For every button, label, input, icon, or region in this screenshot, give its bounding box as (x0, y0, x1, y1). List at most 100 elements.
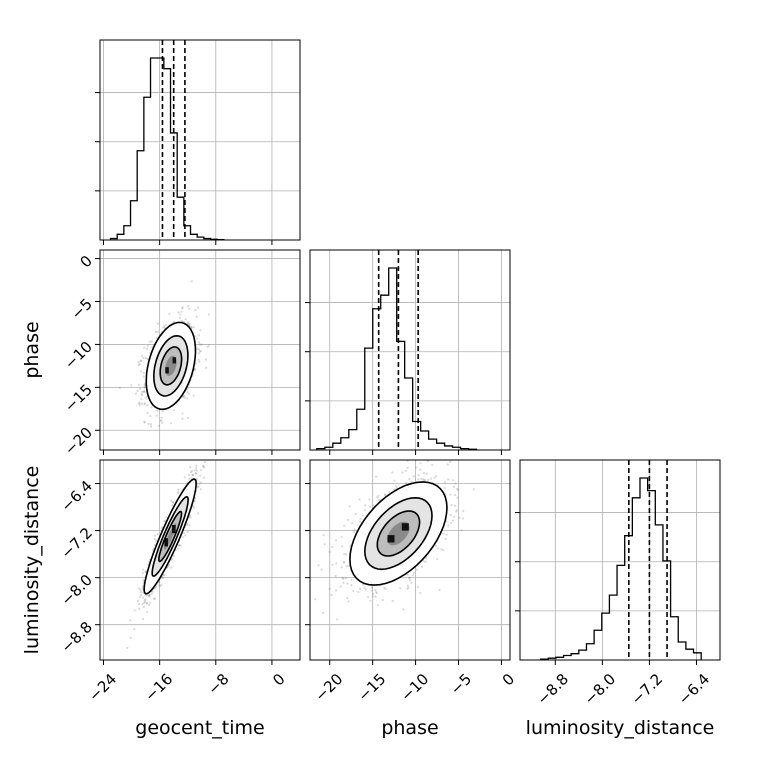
scatter-point (443, 486, 446, 489)
scatter-point (156, 330, 159, 333)
scatter-point (170, 499, 173, 502)
scatter-point (178, 544, 181, 547)
scatter-point (358, 498, 361, 501)
scatter-point (445, 456, 447, 458)
x-tick-label: −15 (354, 670, 389, 705)
scatter-point (352, 530, 355, 534)
scatter-point (199, 469, 202, 472)
scatter-point (134, 392, 138, 395)
x-tick-label: −7.2 (628, 670, 666, 708)
scatter-point (181, 536, 184, 539)
scatter-point (199, 488, 202, 491)
scatter-point (455, 509, 458, 512)
scatter-point (419, 468, 422, 471)
scatter-point (177, 544, 181, 547)
scatter-point (188, 474, 191, 477)
contour-line (145, 321, 197, 411)
y-tick-label: 0 (77, 252, 96, 271)
scatter-point (139, 590, 143, 594)
scatter-point (460, 529, 463, 532)
xlabel-luminosity-distance: luminosity_distance (526, 717, 715, 739)
scatter-point (146, 404, 149, 407)
scatter-point (165, 516, 168, 519)
scatter-point (205, 366, 208, 369)
scatter-point (186, 321, 189, 324)
x-tick-label: −8.8 (534, 670, 572, 708)
scatter-point (168, 312, 171, 315)
scatter-point (361, 514, 365, 517)
scatter-point (183, 476, 186, 479)
scatter-point (193, 368, 196, 371)
scatter-point (388, 491, 391, 494)
contour-line (376, 510, 421, 557)
scatter-point (150, 406, 153, 409)
scatter-point (334, 539, 338, 542)
scatter-point (435, 475, 438, 478)
scatter-point (422, 560, 425, 563)
scatter-point (140, 392, 143, 396)
density-peak (401, 523, 409, 531)
scatter-point (143, 385, 146, 388)
scatter-point (199, 350, 203, 353)
scatter-point (401, 471, 404, 474)
scatter-point (404, 469, 407, 473)
scatter-point (192, 394, 195, 397)
scatter-point (436, 547, 439, 550)
scatter-point (155, 336, 158, 339)
scatter-point (186, 397, 189, 400)
scatter-point (142, 356, 145, 360)
scatter-point (443, 481, 447, 484)
scatter-point (320, 568, 323, 571)
scatter-point (384, 587, 387, 590)
data-layer (109, 40, 702, 660)
scatter-point (157, 424, 161, 427)
scatter-point (358, 587, 362, 591)
scatter-point (203, 466, 206, 469)
histogram-geocent-time (109, 57, 225, 240)
scatter-point (143, 391, 146, 394)
scatter-point (188, 323, 191, 326)
scatter-point (171, 504, 174, 507)
scatter-point (367, 595, 370, 599)
scatter-point (357, 590, 360, 594)
scatter-point (143, 599, 146, 602)
scatter-point (130, 384, 133, 387)
scatter-point (197, 352, 200, 355)
scatter-point (449, 513, 452, 517)
xlabel-phase: phase (381, 717, 438, 739)
scatter-point (201, 465, 205, 468)
scatter-point (136, 599, 139, 603)
y-tick-label: −8.0 (58, 571, 96, 609)
scatter-point (133, 609, 136, 612)
scatter-point (343, 553, 346, 556)
scatter-point (433, 476, 436, 479)
scatter-point (412, 475, 415, 478)
scatter-point (458, 516, 461, 519)
scatter-point (394, 484, 397, 488)
scatter-point (193, 499, 196, 502)
scatter-point (142, 375, 145, 378)
scatter-point (212, 444, 214, 446)
scatter-point (197, 485, 200, 488)
scatter-point (420, 477, 423, 480)
scatter-point (440, 548, 443, 551)
scatter-point (314, 598, 317, 601)
scatter-point (156, 322, 159, 325)
scatter-point (406, 584, 409, 587)
scatter-point (359, 520, 362, 523)
scatter-point (377, 499, 380, 502)
y-tick-label: −8.8 (58, 618, 96, 656)
scatter-point (158, 581, 161, 584)
scatter-point (180, 310, 183, 313)
scatter-point (160, 583, 163, 586)
scatter-point (196, 485, 199, 488)
scatter-point (416, 568, 419, 571)
scatter-point (422, 472, 426, 475)
scatter-point (177, 490, 180, 493)
scatter-point (352, 589, 355, 593)
scatter-point (197, 341, 201, 344)
scatter-point (370, 589, 373, 592)
scatter-point (189, 516, 192, 519)
scatter-point (158, 584, 161, 587)
scatter-point (181, 306, 184, 309)
